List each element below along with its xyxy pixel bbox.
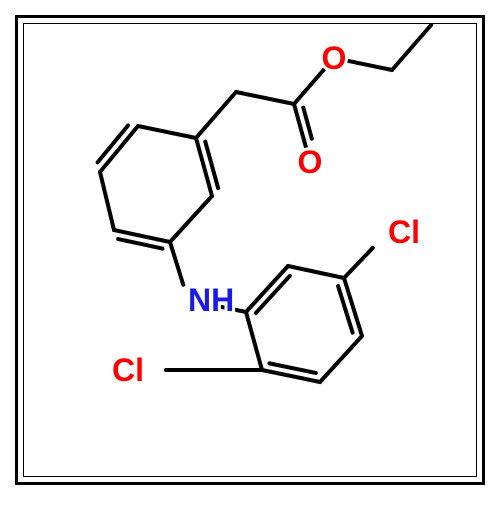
inner-border bbox=[23, 23, 477, 477]
